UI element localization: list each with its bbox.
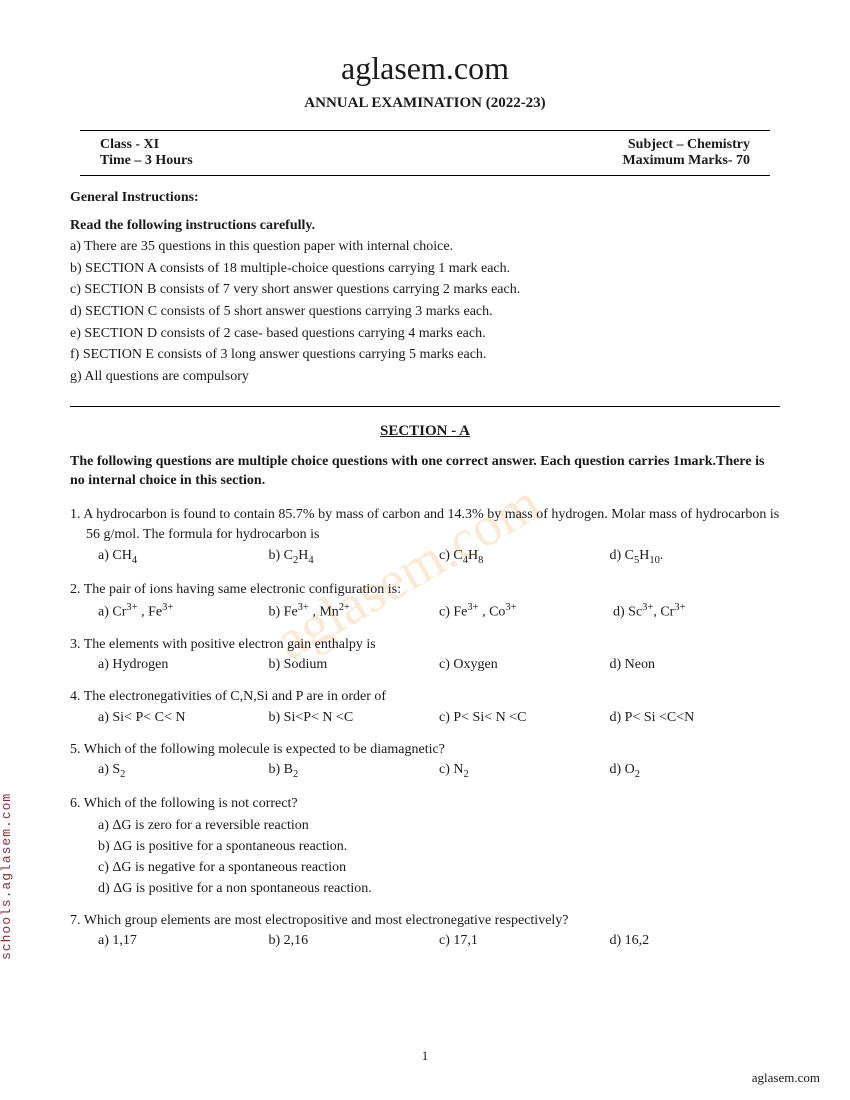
question-4: 4. The electronegativities of C,N,Si and… xyxy=(70,687,780,728)
question-6-text: 6. Which of the following is not correct… xyxy=(70,794,780,814)
question-1: 1. A hydrocarbon is found to contain 85.… xyxy=(70,505,780,568)
q5-option-a: a) S2 xyxy=(98,760,269,782)
question-5: 5. Which of the following molecule is ex… xyxy=(70,740,780,782)
question-6: 6. Which of the following is not correct… xyxy=(70,794,780,898)
section-a-title: SECTION - A xyxy=(70,423,780,440)
question-2-options: a) Cr3+ , Fe3+ b) Fe3+ , Mn2+ c) Fe3+ , … xyxy=(70,600,780,623)
question-3-options: a) Hydrogen b) Sodium c) Oxygen d) Neon xyxy=(70,655,780,675)
q6-option-d: d) ΔG is positive for a non spontaneous … xyxy=(98,878,780,899)
q2-option-a: a) Cr3+ , Fe3+ xyxy=(98,600,269,623)
q7-option-c: c) 17,1 xyxy=(439,931,610,951)
q4-option-a: a) Si< P< C< N xyxy=(98,708,269,728)
question-4-options: a) Si< P< C< N b) Si<P< N <C c) P< Si< N… xyxy=(70,708,780,728)
q1-option-c: c) C4H8 xyxy=(439,546,610,568)
question-7-text: 7. Which group elements are most electro… xyxy=(70,911,780,931)
time-label: Time – 3 Hours xyxy=(100,153,193,169)
exam-title: ANNUAL EXAMINATION (2022-23) xyxy=(70,95,780,112)
q1-option-b: b) C2H4 xyxy=(269,546,440,568)
q3-option-d: d) Neon xyxy=(610,655,781,675)
q5-option-c: c) N2 xyxy=(439,760,610,782)
header-row-1: Class - XI Subject – Chemistry xyxy=(100,137,750,153)
class-label: Class - XI xyxy=(100,137,159,153)
question-7-options: a) 1,17 b) 2,16 c) 17,1 d) 16,2 xyxy=(70,931,780,951)
page-container: aglasem.com ANNUAL EXAMINATION (2022-23)… xyxy=(0,0,850,1100)
instruction-b: b) SECTION A consists of 18 multiple-cho… xyxy=(70,258,780,280)
q1-option-a: a) CH4 xyxy=(98,546,269,568)
q4-option-c: c) P< Si< N <C xyxy=(439,708,610,728)
q1-option-d: d) C5H10. xyxy=(610,546,781,568)
q5-option-d: d) O2 xyxy=(610,760,781,782)
question-7: 7. Which group elements are most electro… xyxy=(70,911,780,952)
instruction-d: d) SECTION C consists of 5 short answer … xyxy=(70,301,780,323)
instruction-a: a) There are 35 questions in this questi… xyxy=(70,236,780,258)
page-number: 1 xyxy=(0,1048,850,1064)
q6-option-b: b) ΔG is positive for a spontaneous reac… xyxy=(98,836,780,857)
question-3-text: 3. The elements with positive electron g… xyxy=(70,635,780,655)
question-1-text: 1. A hydrocarbon is found to contain 85.… xyxy=(70,505,780,546)
q7-option-a: a) 1,17 xyxy=(98,931,269,951)
q4-option-b: b) Si<P< N <C xyxy=(269,708,440,728)
q7-option-d: d) 16,2 xyxy=(610,931,781,951)
q3-option-b: b) Sodium xyxy=(269,655,440,675)
q6-option-a: a) ΔG is zero for a reversible reaction xyxy=(98,815,780,836)
q5-option-b: b) B2 xyxy=(269,760,440,782)
instruction-g: g) All questions are compulsory xyxy=(70,366,780,388)
marks-label: Maximum Marks- 70 xyxy=(622,153,750,169)
question-4-text: 4. The electronegativities of C,N,Si and… xyxy=(70,687,780,707)
instructions-list: a) There are 35 questions in this questi… xyxy=(70,236,780,388)
instruction-e: e) SECTION D consists of 2 case- based q… xyxy=(70,323,780,345)
question-6-options: a) ΔG is zero for a reversible reaction … xyxy=(70,815,780,899)
q4-option-d: d) P< Si <C<N xyxy=(610,708,781,728)
instruction-f: f) SECTION E consists of 3 long answer q… xyxy=(70,344,780,366)
q6-option-c: c) ΔG is negative for a spontaneous reac… xyxy=(98,857,780,878)
header-info-box: Class - XI Subject – Chemistry Time – 3 … xyxy=(80,130,770,176)
site-logo-text: aglasem.com xyxy=(70,50,780,87)
general-instructions-heading: General Instructions: xyxy=(70,190,780,206)
divider-line xyxy=(70,406,780,407)
question-1-options: a) CH4 b) C2H4 c) C4H8 d) C5H10. xyxy=(70,546,780,568)
question-3: 3. The elements with positive electron g… xyxy=(70,635,780,676)
read-carefully-heading: Read the following instructions carefull… xyxy=(70,218,780,234)
question-5-options: a) S2 b) B2 c) N2 d) O2 xyxy=(70,760,780,782)
instruction-c: c) SECTION B consists of 7 very short an… xyxy=(70,279,780,301)
q2-option-c: c) Fe3+ , Co3+ xyxy=(439,600,610,623)
q3-option-a: a) Hydrogen xyxy=(98,655,269,675)
footer-url: aglasem.com xyxy=(752,1070,820,1086)
q3-option-c: c) Oxygen xyxy=(439,655,610,675)
q7-option-b: b) 2,16 xyxy=(269,931,440,951)
question-5-text: 5. Which of the following molecule is ex… xyxy=(70,740,780,760)
q2-option-d: d) Sc3+, Cr3+ xyxy=(610,600,781,623)
section-a-instructions: The following questions are multiple cho… xyxy=(70,452,780,491)
header-row-2: Time – 3 Hours Maximum Marks- 70 xyxy=(100,153,750,169)
subject-label: Subject – Chemistry xyxy=(628,137,750,153)
question-2-text: 2. The pair of ions having same electron… xyxy=(70,580,780,600)
q2-option-b: b) Fe3+ , Mn2+ xyxy=(269,600,440,623)
question-2: 2. The pair of ions having same electron… xyxy=(70,580,780,623)
